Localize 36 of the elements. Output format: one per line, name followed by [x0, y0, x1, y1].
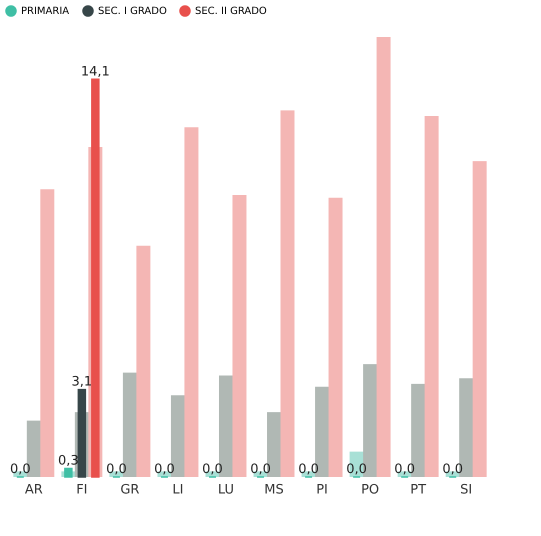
data-label: 0,0: [154, 462, 175, 477]
bar: [376, 37, 391, 477]
data-label: 3,1: [72, 374, 92, 390]
bar: [78, 388, 86, 478]
data-label: 0,0: [346, 462, 367, 477]
bar: [136, 246, 150, 477]
legend-label: SEC. II GRADO: [195, 6, 267, 17]
legend-label: SEC. I GRADO: [98, 6, 167, 17]
bar: [184, 127, 198, 477]
x-tick-label: GR: [120, 482, 140, 498]
data-label: 0,0: [106, 462, 127, 477]
bar: [64, 468, 73, 478]
bar: [472, 161, 487, 477]
data-label: 0,0: [10, 462, 31, 477]
data-label: 0,0: [298, 462, 319, 477]
x-tick-label: AR: [24, 482, 43, 498]
x-tick-label: LU: [218, 482, 234, 498]
data-label: 0,0: [250, 462, 271, 477]
legend-label: PRIMARIA: [21, 6, 70, 17]
x-tick-label: MS: [264, 482, 284, 498]
data-label: 0,0: [202, 462, 223, 477]
x-tick-label: PT: [410, 482, 426, 498]
bar: [232, 194, 246, 477]
bar: [91, 78, 100, 478]
data-label: 0,0: [394, 462, 415, 477]
bar: [280, 110, 295, 477]
bar: [424, 116, 439, 477]
x-tick-label: SI: [460, 482, 472, 498]
x-tick-label: PO: [361, 482, 380, 498]
x-tick-label: LI: [172, 482, 184, 498]
x-tick-label: FI: [76, 482, 88, 498]
bar: [328, 198, 343, 477]
bar: [40, 189, 54, 477]
data-label: 0,0: [442, 462, 464, 477]
data-label: 14,1: [80, 64, 110, 80]
x-tick-label: PI: [316, 482, 328, 498]
